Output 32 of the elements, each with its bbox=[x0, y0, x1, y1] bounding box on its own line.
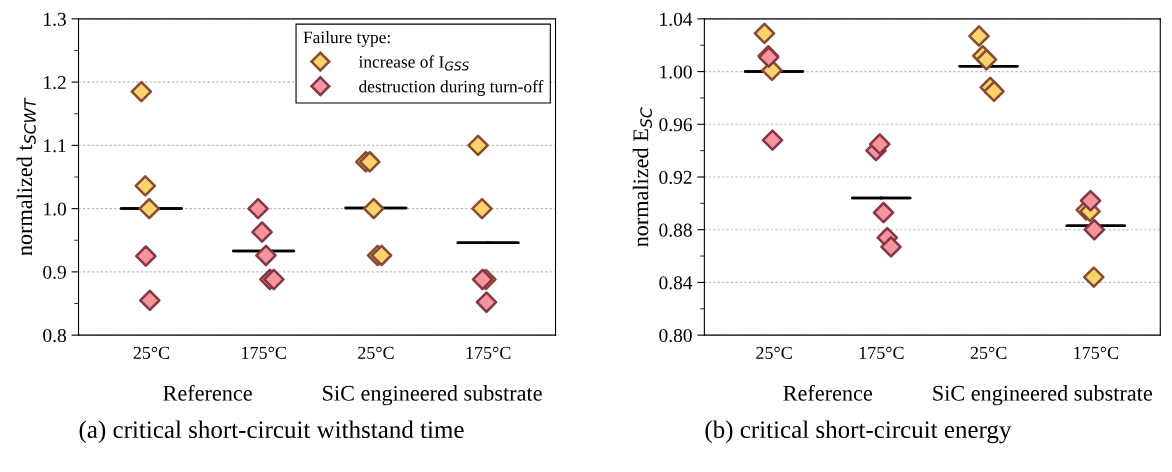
text: (b) critical short-circuit energy bbox=[705, 420, 1012, 444]
y-tick-label: 0.8 bbox=[43, 328, 66, 343]
y-tick-label: 1.3 bbox=[44, 12, 66, 26]
x-tick-label: 25°C bbox=[133, 346, 170, 359]
legend-label: destruction during turn-off bbox=[359, 80, 544, 97]
x-tick-label: 25°C bbox=[756, 346, 792, 359]
y-tick-label: 0.96 bbox=[659, 118, 692, 132]
y-axis-title: normalized t$_{SCWT}$ bbox=[16, 97, 36, 256]
legend-label: increase of I$_{GSS}$ bbox=[358, 55, 469, 71]
text: (a) critical short-circuit withstand time bbox=[79, 420, 464, 444]
x-tick-label: 25°C bbox=[970, 346, 1007, 359]
legend-title: Failure type: bbox=[303, 31, 390, 47]
y-tick-label: 1.00 bbox=[660, 65, 692, 79]
text: SiC engineered substrate bbox=[933, 385, 1152, 406]
y-tick-label: 0.92 bbox=[659, 170, 692, 185]
y-axis-title: normalized E$_{SC}$ bbox=[632, 107, 652, 247]
x-tick-label: 175°C bbox=[859, 346, 904, 359]
x-tick-label: 25°C bbox=[358, 346, 394, 359]
y-tick-label: 1.0 bbox=[44, 202, 66, 216]
y-tick-label: 1.1 bbox=[44, 139, 66, 153]
y-tick-label: 1.04 bbox=[660, 12, 693, 26]
x-tick-label: 175°C bbox=[466, 346, 511, 359]
x-tick-label: 175°C bbox=[1074, 346, 1119, 359]
x-tick-label: 175°C bbox=[242, 346, 286, 359]
y-tick-label: 0.9 bbox=[43, 265, 66, 279]
text: Reference bbox=[783, 384, 872, 401]
text: SiC engineered substrate bbox=[323, 385, 542, 406]
y-tick-label: 0.88 bbox=[659, 223, 692, 237]
y-tick-label: 0.80 bbox=[659, 328, 692, 343]
y-tick-label: 0.84 bbox=[659, 276, 693, 290]
y-tick-label: 1.2 bbox=[44, 76, 66, 90]
text: Reference bbox=[163, 384, 252, 401]
